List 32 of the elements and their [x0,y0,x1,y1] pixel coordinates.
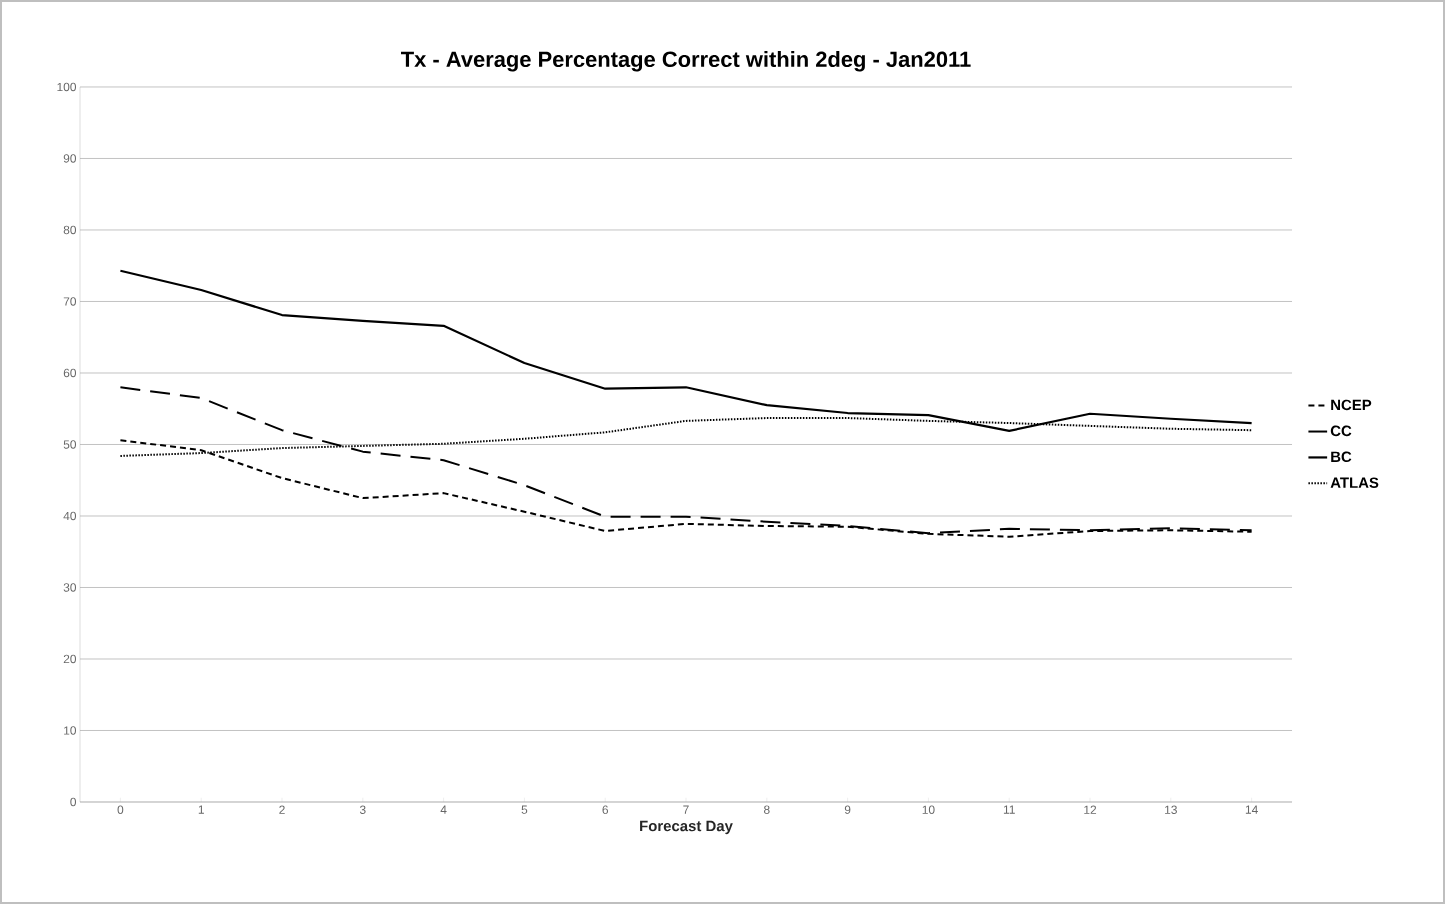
x-tick-label: 10 [922,805,935,814]
y-tick-label: 100 [57,82,77,92]
y-tick-label: 30 [63,583,77,592]
x-tick-label: 5 [521,805,528,814]
x-tick-label: 4 [440,805,447,814]
legend-label: ATLAS [1330,477,1379,488]
y-tick-label: 20 [63,654,77,664]
y-tick-label: 40 [63,511,77,521]
x-tick-label: 2 [279,805,285,814]
y-tick-label: 10 [64,726,77,735]
legend-label: NCEP [1331,399,1372,411]
x-tick-label: 14 [1245,805,1258,814]
x-tick-label: 8 [764,805,770,814]
y-tick-label: 90 [63,154,77,163]
chart-title: Tx - Average Percentage Correct within 2deg - Jan2011 [401,50,971,72]
y-tick-label: 50 [63,440,77,449]
y-tick-label: 80 [63,225,77,235]
x-tick-label: 0 [117,805,124,814]
x-tick-label: 11 [1003,805,1015,814]
x-tick-label: 3 [359,805,366,814]
x-tick-label: 7 [683,805,689,814]
legend-label: BC [1331,451,1352,463]
x-tick-label: 6 [602,805,609,814]
y-tick-label: 0 [70,797,77,807]
x-tick-label: 13 [1165,805,1177,814]
y-tick-label: 70 [63,297,77,306]
x-tick-label: 9 [844,805,851,814]
y-tick-label: 60 [63,368,77,378]
x-tick-label: 12 [1084,805,1097,814]
x-tick-label: 1 [198,805,204,814]
legend-label: CC [1330,425,1352,437]
x-axis-title: Forecast Day [640,820,733,835]
